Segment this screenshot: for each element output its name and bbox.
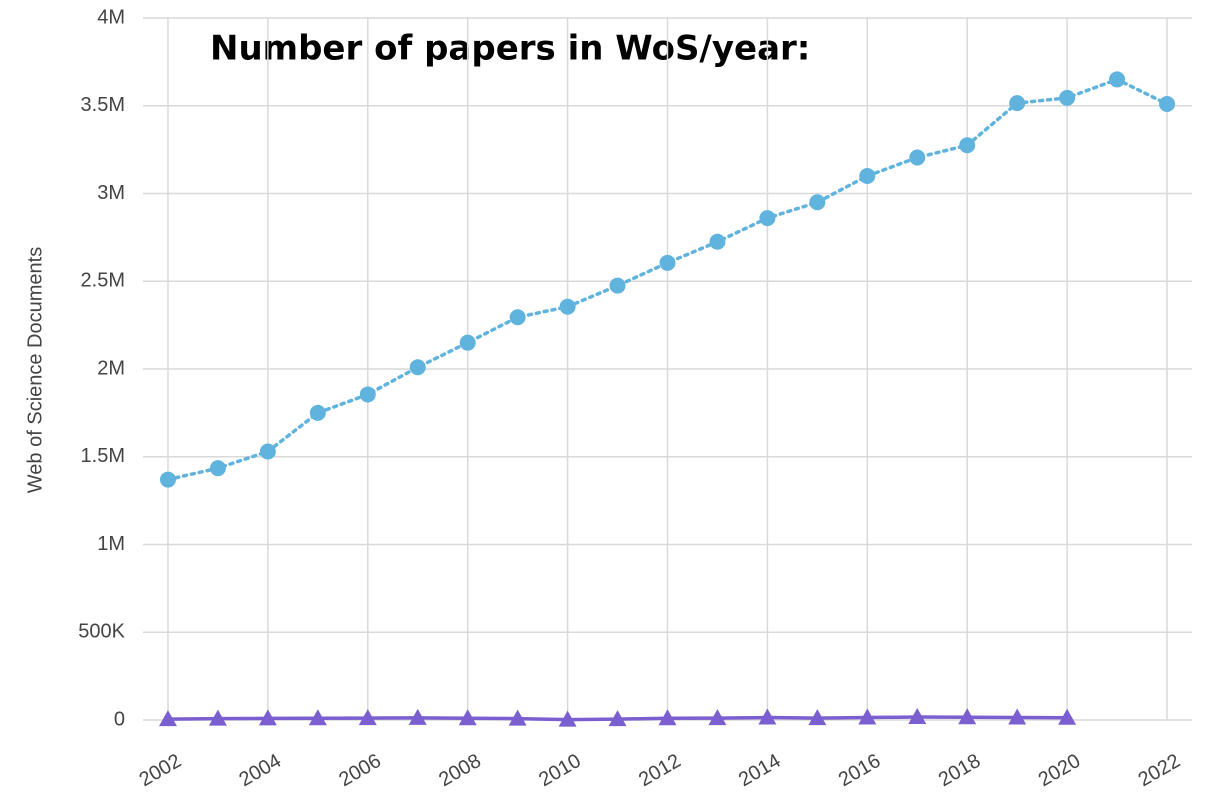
x-tick-label: 2014 xyxy=(735,750,785,791)
data-point xyxy=(409,359,426,376)
data-point xyxy=(408,708,427,725)
y-tick-label: 4M xyxy=(97,6,125,28)
data-point xyxy=(759,210,776,227)
data-point xyxy=(858,708,877,725)
data-point xyxy=(508,709,527,726)
data-point xyxy=(459,334,476,351)
y-tick-label: 1M xyxy=(97,533,125,555)
data-point xyxy=(209,460,226,477)
x-tick-label: 2004 xyxy=(235,750,285,791)
data-point xyxy=(1109,71,1126,88)
data-point xyxy=(1059,89,1076,106)
chart-title: Number of papers in WoS/year: xyxy=(210,29,810,69)
y-tick-label: 1.5M xyxy=(81,445,125,467)
x-tick-label: 2012 xyxy=(635,750,685,791)
data-point xyxy=(458,709,477,726)
x-tick-label: 2008 xyxy=(435,750,485,791)
x-tick-label: 2022 xyxy=(1135,750,1185,791)
data-point xyxy=(808,709,827,726)
data-point xyxy=(1159,95,1176,112)
x-tick-label: 2016 xyxy=(835,750,885,791)
data-point xyxy=(859,167,876,184)
y-tick-label: 3M xyxy=(97,182,125,204)
y-tick-label: 2M xyxy=(97,357,125,379)
data-point xyxy=(908,708,927,725)
y-tick-label: 0 xyxy=(114,708,125,730)
data-point xyxy=(1058,708,1077,725)
data-point xyxy=(659,254,676,271)
data-point xyxy=(958,708,977,725)
data-point xyxy=(658,709,677,726)
data-point xyxy=(358,709,377,726)
data-point xyxy=(208,709,227,726)
data-point xyxy=(1008,708,1027,725)
data-point xyxy=(1009,95,1026,112)
data-point xyxy=(309,404,326,421)
data-point xyxy=(559,298,576,315)
x-tick-label: 2002 xyxy=(136,750,186,791)
data-point xyxy=(509,309,526,326)
data-point xyxy=(959,137,976,154)
data-point xyxy=(258,709,277,726)
data-point xyxy=(709,233,726,250)
data-point xyxy=(609,277,626,294)
y-tick-label: 2.5M xyxy=(81,270,125,292)
x-tick-label: 2006 xyxy=(335,750,385,791)
data-point xyxy=(909,149,926,166)
y-tick-label: 500K xyxy=(78,621,125,643)
data-point xyxy=(558,710,577,727)
data-point xyxy=(159,471,176,488)
data-point xyxy=(259,443,276,460)
data-point xyxy=(809,194,826,211)
x-tick-label: 2010 xyxy=(535,750,585,791)
y-axis-label: Web of Science Documents xyxy=(24,247,46,493)
data-point xyxy=(758,708,777,725)
y-tick-label: 3.5M xyxy=(81,94,125,116)
data-point xyxy=(708,709,727,726)
x-tick-label: 2018 xyxy=(935,750,985,791)
data-point xyxy=(158,710,177,727)
data-point xyxy=(608,710,627,727)
series-line xyxy=(166,77,1169,482)
data-point xyxy=(359,386,376,403)
x-tick-label: 2020 xyxy=(1035,750,1085,791)
data-point xyxy=(308,709,327,726)
